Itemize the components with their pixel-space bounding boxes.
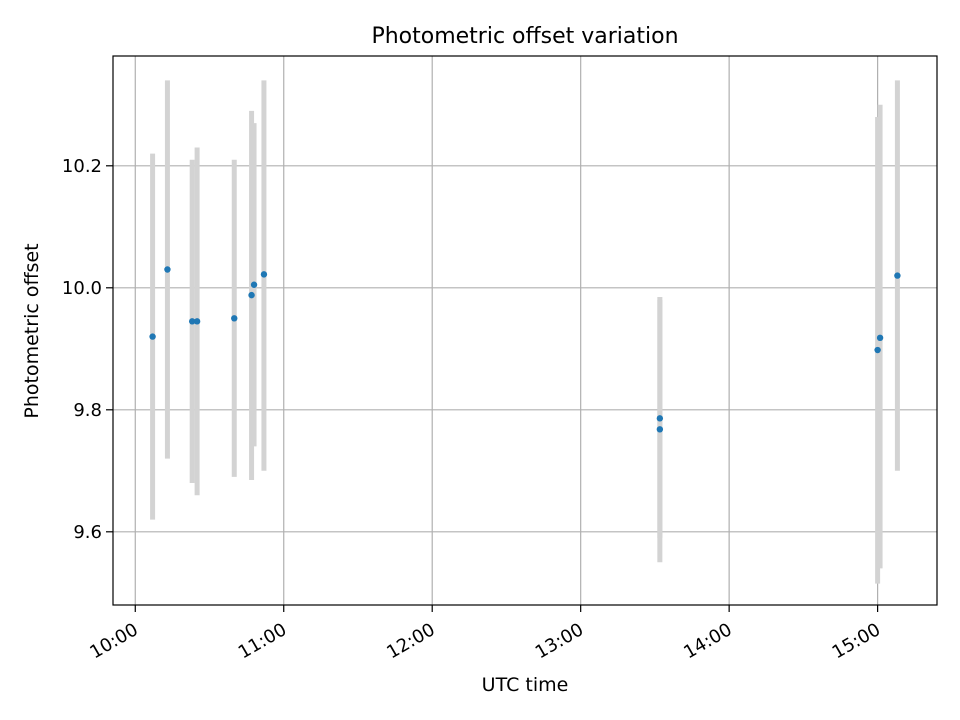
data-point [260,271,268,278]
y-tick-label: 9.8 [73,400,102,421]
data-point [188,318,196,325]
data-point [149,333,156,340]
data-point [248,291,255,299]
x-axis-label: UTC time [482,674,569,696]
y-tick-label: 10.2 [62,156,102,177]
point-layer [149,266,901,433]
data-point [231,315,238,322]
y-axis-label: Photometric offset [21,243,43,418]
y-tick-label: 10.0 [62,278,102,299]
y-tick-label: 9.6 [73,522,102,543]
data-point [874,346,881,354]
data-point [894,272,901,279]
data-point [656,415,664,422]
data-point [656,426,664,433]
data-point [876,334,884,342]
data-point [164,266,171,273]
data-point [193,318,201,325]
data-point [250,281,258,288]
plot-frame [112,55,938,606]
chart-title: Photometric offset variation [371,24,678,49]
